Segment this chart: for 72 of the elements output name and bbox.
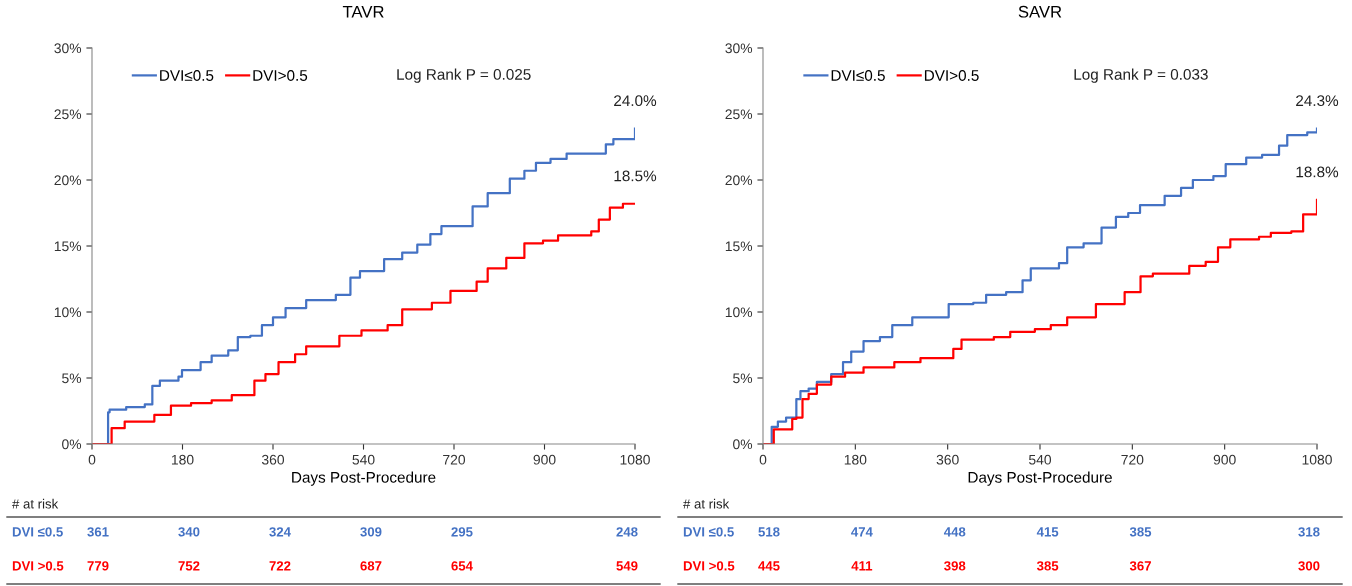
text: 654 [451, 561, 473, 571]
y-tick-label: 25% [725, 109, 753, 120]
text: 248 [616, 527, 638, 537]
y-tick-label: 20% [725, 175, 753, 186]
y-tick-label: 30% [54, 43, 82, 54]
y-tick-label: 30% [725, 43, 753, 54]
y-tick-label: 15% [54, 241, 82, 252]
y-tick-label: 20% [54, 175, 82, 186]
text: 318 [1298, 527, 1320, 537]
annotation: 24.3% [1296, 95, 1339, 107]
x-tick-label: 720 [443, 454, 466, 465]
text: 752 [178, 561, 200, 571]
x-axis-title: Days Post-Procedure [292, 471, 436, 486]
y-tick-label: 10% [54, 307, 82, 318]
annotation: Log Rank P = 0.033 [1074, 68, 1208, 83]
x-tick-label: 0 [759, 454, 767, 465]
text: 300 [1298, 561, 1320, 571]
x-axis-title: Days Post-Procedure [968, 471, 1112, 486]
y-tick-label: 25% [54, 109, 82, 120]
x-tick-label: 900 [1213, 454, 1236, 465]
y-tick-label: 5% [62, 373, 82, 384]
x-tick-label: 900 [533, 454, 556, 465]
x-tick-label: 540 [1028, 454, 1052, 465]
y-tick-label: 0% [733, 439, 753, 450]
y-tick-label: 10% [725, 307, 753, 318]
text: 474 [851, 527, 873, 537]
text: DVI >0.5 [12, 561, 64, 571]
y-tick-label: 5% [733, 373, 753, 384]
text: 687 [360, 561, 382, 571]
text: 340 [178, 527, 200, 537]
text: 779 [87, 561, 109, 571]
text: 549 [616, 561, 638, 571]
x-tick-label: 1080 [620, 454, 650, 465]
x-tick-label: 720 [1121, 454, 1144, 465]
text: 361 [87, 527, 109, 537]
text: 385 [1036, 561, 1059, 571]
y-tick-label: 0% [62, 439, 82, 450]
chart-title: TAVR [342, 5, 384, 18]
text: DVI ≤0.5 [12, 527, 63, 537]
text: DVI ≤0.5 [683, 527, 734, 537]
text: 309 [360, 527, 382, 537]
annotation: 18.5% [614, 170, 657, 182]
x-tick-label: 540 [352, 454, 375, 465]
text: 518 [758, 527, 780, 537]
text: 448 [943, 527, 966, 537]
legend-label: DVI>0.5 [253, 70, 308, 81]
text: 398 [944, 561, 966, 571]
x-tick-label: 360 [936, 454, 959, 465]
legend-label: DVI≤0.5 [831, 70, 885, 81]
x-tick-label: 180 [844, 454, 867, 465]
annotation: 18.8% [1296, 166, 1339, 178]
chart-title: SAVR [1018, 5, 1062, 18]
x-tick-label: 180 [171, 454, 194, 465]
x-tick-label: 360 [261, 454, 285, 465]
text: 415 [1036, 527, 1059, 537]
text: 324 [269, 527, 291, 537]
text: 385 [1129, 527, 1152, 537]
legend-label: DVI≤0.5 [160, 70, 214, 81]
x-tick-label: 1080 [1302, 454, 1332, 465]
text: 367 [1129, 561, 1151, 571]
text: 411 [851, 561, 873, 571]
text: 722 [269, 561, 291, 571]
text: # at risk [12, 498, 59, 509]
text: DVI >0.5 [683, 561, 735, 571]
text: # at risk [683, 498, 730, 509]
x-tick-label: 0 [88, 454, 96, 465]
legend-label: DVI>0.5 [924, 70, 979, 81]
text: 445 [758, 561, 780, 571]
text: 295 [451, 527, 473, 537]
annotation: 24.0% [614, 95, 657, 107]
y-tick-label: 15% [725, 241, 753, 252]
annotation: Log Rank P = 0.025 [397, 68, 531, 83]
